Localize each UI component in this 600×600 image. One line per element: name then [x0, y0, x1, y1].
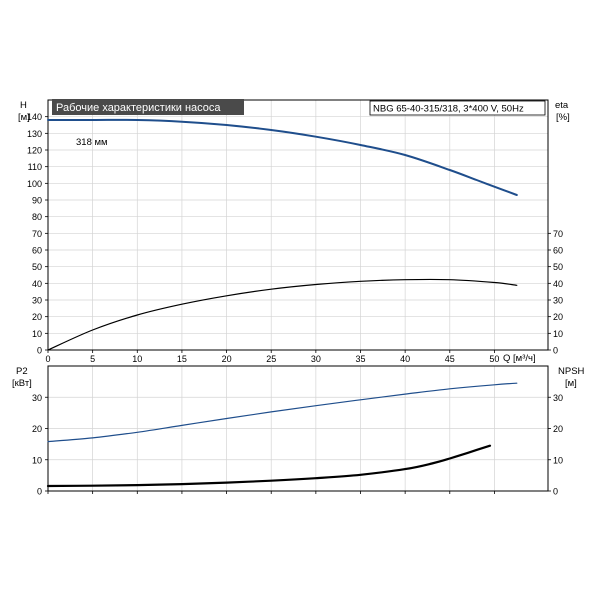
lower-chart-grid [48, 366, 548, 491]
right-y-tick-label: 20 [553, 424, 563, 434]
x-tick-label: 5 [90, 354, 95, 364]
upper-chart-grid [48, 100, 548, 350]
x-tick-label: 0 [45, 354, 50, 364]
upper-right-axis-label: eta [555, 100, 569, 111]
right-y-tick-label: 40 [553, 279, 563, 289]
left-y-tick-label: 80 [32, 212, 42, 222]
left-y-tick-label: 100 [27, 179, 42, 189]
right-y-tick-label: 50 [553, 262, 563, 272]
power-curve-line [47, 382, 518, 443]
right-y-tick-label: 70 [553, 229, 563, 239]
x-axis-label: Q [м³/ч] [503, 353, 536, 364]
lower-chart-series [46, 382, 518, 488]
left-y-tick-label: 10 [32, 455, 42, 465]
left-y-tick-label: 30 [32, 393, 42, 403]
right-y-tick-label: 20 [553, 312, 563, 322]
impeller-diameter-label: 318 мм [76, 137, 108, 148]
lower-right-axis-unit: [м] [565, 378, 577, 389]
x-tick-label: 10 [132, 354, 142, 364]
upper-left-axis-unit: [м] [18, 112, 30, 123]
left-y-tick-label: 140 [27, 112, 42, 122]
x-tick-label: 15 [177, 354, 187, 364]
lower-chart-ticks: 0 10 20 30 0 10 20 30 [32, 393, 563, 497]
x-tick-label: 20 [222, 354, 232, 364]
left-y-tick-label: 90 [32, 196, 42, 206]
npsh-curve-line [46, 444, 492, 488]
left-y-tick-label: 0 [37, 346, 42, 356]
x-tick-label: 45 [445, 354, 455, 364]
x-tick-label: 35 [355, 354, 365, 364]
x-tick-label: 25 [266, 354, 276, 364]
lower-right-axis-label: NPSH [558, 366, 585, 377]
left-y-tick-label: 10 [32, 329, 42, 339]
lower-left-axis-label: P2 [16, 366, 28, 377]
right-y-tick-label: 30 [553, 296, 563, 306]
x-tick-label: 40 [400, 354, 410, 364]
head-curve-line [47, 118, 518, 196]
left-y-tick-label: 0 [37, 487, 42, 497]
model-label: NBG 65-40-315/318, 3*400 V, 50Hz [373, 104, 524, 115]
left-y-tick-label: 130 [27, 129, 42, 139]
left-y-tick-label: 20 [32, 312, 42, 322]
left-y-tick-label: 20 [32, 424, 42, 434]
right-y-tick-label: 0 [553, 487, 558, 497]
x-tick-label: 50 [489, 354, 499, 364]
model-label-box [369, 100, 546, 116]
x-tick-label: 30 [311, 354, 321, 364]
upper-chart-frame [47, 99, 549, 351]
right-y-tick-label: 10 [553, 329, 563, 339]
right-y-tick-label: 60 [553, 246, 563, 256]
lower-left-axis-unit: [кВт] [12, 378, 32, 389]
left-y-tick-label: 30 [32, 296, 42, 306]
upper-chart-series [47, 118, 518, 351]
left-y-tick-label: 70 [32, 229, 42, 239]
upper-chart-ticks: 0 5 10 15 20 25 30 35 40 45 50 0 10 20 30 40 50 60 70 80 90 1… [27, 112, 563, 364]
upper-right-axis-unit: [%] [556, 112, 570, 123]
left-y-tick-label: 120 [27, 146, 42, 156]
chart-title-box [52, 99, 244, 115]
right-y-tick-label: 0 [553, 346, 558, 356]
efficiency-curve-line [47, 278, 518, 351]
left-y-tick-label: 60 [32, 246, 42, 256]
chart-title: Рабочие характеристики насоса [56, 102, 221, 114]
left-y-tick-label: 110 [28, 162, 42, 172]
left-y-tick-label: 40 [32, 279, 42, 289]
upper-left-axis-label: H [20, 100, 27, 111]
right-y-tick-label: 10 [553, 455, 563, 465]
right-y-tick-label: 30 [553, 393, 563, 403]
left-y-tick-label: 50 [32, 262, 42, 272]
